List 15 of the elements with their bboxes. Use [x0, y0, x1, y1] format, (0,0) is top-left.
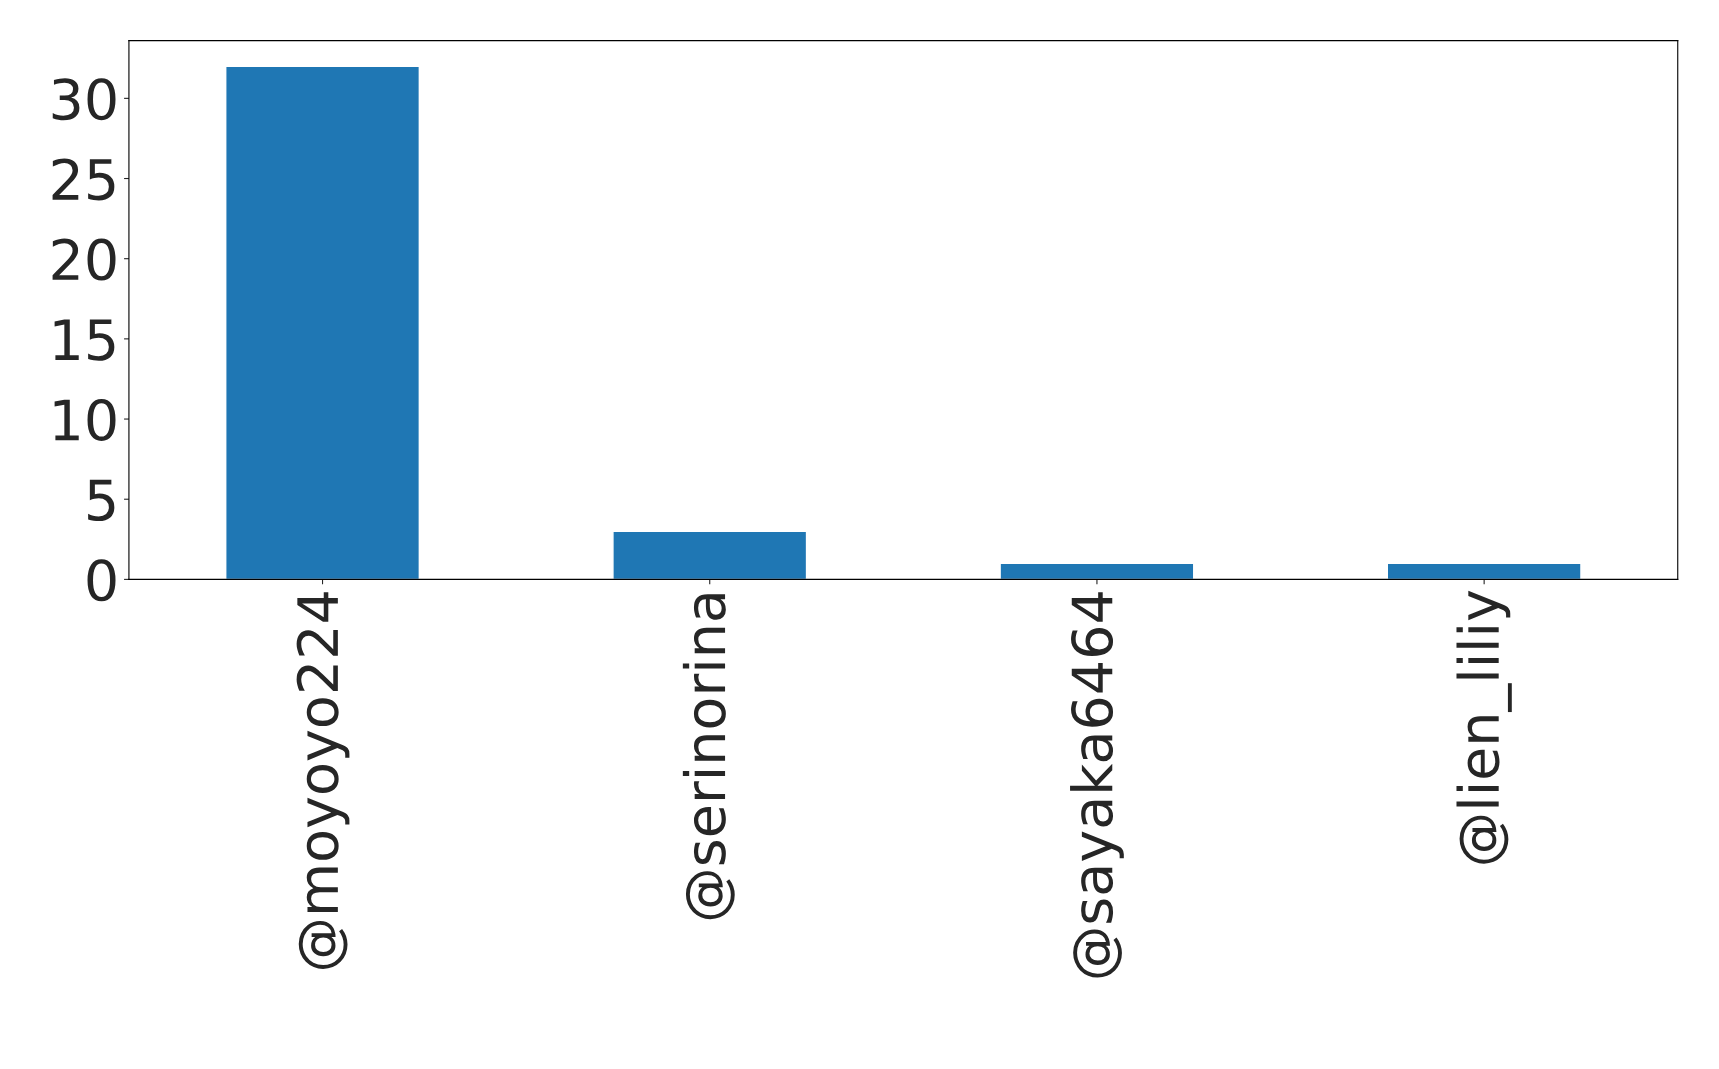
- y-tick-label: 15: [54, 319, 115, 361]
- x-tick-label: @moyoyo224: [296, 592, 350, 969]
- x-tick-label: @lien_liliy: [1456, 590, 1512, 864]
- bar: [225, 65, 421, 580]
- y-tick-label: 25: [52, 158, 115, 201]
- bar: [1386, 562, 1582, 580]
- x-tick-label: @sayaka6464: [1070, 592, 1124, 978]
- y-tick-label: 30: [52, 78, 116, 121]
- y-tick-label: 5: [88, 479, 115, 522]
- y-tick-label: 10: [54, 398, 116, 441]
- y-tick-label: 0: [87, 559, 116, 602]
- y-tick-label: 20: [52, 238, 116, 281]
- x-tick-label: @serinorina: [682, 594, 735, 920]
- bar: [999, 562, 1195, 580]
- bar: [612, 530, 808, 580]
